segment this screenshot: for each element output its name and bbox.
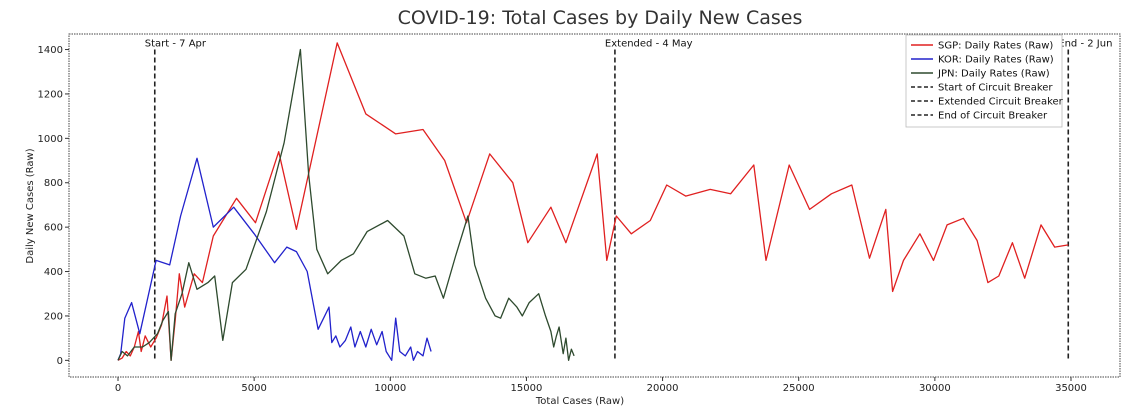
vline-label: End - 2 Jun	[1058, 39, 1112, 50]
legend-box	[905, 34, 1063, 128]
legend-label: KOR: Daily Rates (Raw)	[938, 55, 1054, 66]
series-line	[117, 42, 1069, 361]
x-tick-label: 5000	[241, 383, 266, 394]
x-tick-label: 35000	[1055, 383, 1087, 394]
x-tick-label: 25000	[783, 383, 815, 394]
y-tick-label: 200	[44, 311, 63, 322]
x-tick-label: 20000	[647, 383, 679, 394]
legend-label: JPN: Daily Rates (Raw)	[937, 69, 1050, 80]
x-axis-label: Total Cases (Raw)	[535, 396, 624, 407]
reference-lines: Start - 7 Apr Extended - 4 May End - 2 Jun	[145, 39, 1112, 361]
axis-ticks: 0 5000 10000 15000 20000 25000 30000 35000 0 200 4…	[38, 45, 1087, 394]
x-tick-label: 0	[115, 383, 121, 394]
legend-label: Extended Circuit Breaker	[938, 97, 1064, 108]
y-tick-label: 400	[44, 267, 63, 278]
plot-frame	[68, 33, 1121, 378]
legend-label: Start of Circuit Breaker	[938, 83, 1053, 94]
y-tick-label: 0	[57, 356, 63, 367]
y-tick-label: 1400	[38, 45, 63, 56]
legend: SGP: Daily Rates (Raw) KOR: Daily Rates (…	[905, 34, 1064, 128]
y-tick-label: 800	[44, 178, 63, 189]
x-tick-label: 30000	[919, 383, 951, 394]
legend-label: SGP: Daily Rates (Raw)	[938, 41, 1053, 52]
x-tick-label: 15000	[511, 383, 543, 394]
series-lines	[117, 42, 1069, 361]
series-line	[117, 157, 432, 361]
y-tick-label: 1200	[38, 89, 63, 100]
y-axis-label: Daily New Cases (Raw)	[25, 148, 36, 263]
y-tick-label: 1000	[38, 134, 63, 145]
series-line	[117, 48, 575, 361]
x-tick-label: 10000	[374, 383, 406, 394]
chart-title: COVID-19: Total Cases by Daily New Cases	[398, 7, 803, 29]
y-tick-label: 600	[44, 223, 63, 234]
vline-label: Start - 7 Apr	[145, 39, 207, 50]
vline-label: Extended - 4 May	[605, 39, 693, 50]
legend-label: End of Circuit Breaker	[938, 111, 1048, 122]
